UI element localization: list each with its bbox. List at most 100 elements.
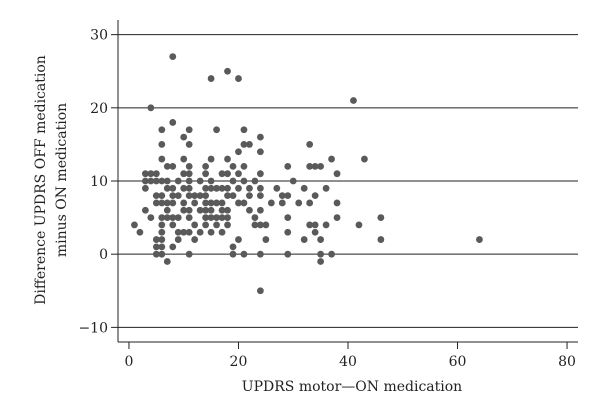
data-point [224,67,231,75]
data-point [180,133,188,141]
data-point [196,177,204,185]
data-point [163,206,171,214]
data-point [306,162,314,170]
data-point [284,228,292,236]
x-tick-label: 60 [449,354,467,370]
data-point [131,221,138,229]
data-point [191,192,199,200]
data-point [218,170,226,178]
tick-labels: −10 0 10 20 30 0 20 40 60 80 [78,28,576,370]
data-point [185,192,193,200]
data-point [174,236,182,243]
x-axis-title: UPDRS motor—ON medication [242,379,462,395]
data-point [207,206,215,214]
data-point [218,206,226,214]
data-point [278,199,286,207]
data-point [284,214,292,221]
data-point [169,192,177,200]
data-point [207,228,215,236]
data-point [152,170,160,178]
data-point [158,214,166,221]
data-point [163,162,171,170]
data-point [262,221,270,229]
data-point [256,192,264,200]
data-point [191,236,199,243]
x-tick-label: 20 [230,354,248,370]
data-point [229,162,237,170]
data-point [207,214,215,221]
data-point [169,162,177,170]
data-point [333,214,341,221]
y-tick-label: −10 [78,320,108,336]
data-point [256,184,264,192]
data-point [213,214,220,221]
data-point [169,199,177,207]
data-point [235,236,242,243]
data-point [185,206,193,214]
data-point [158,192,166,200]
data-point [240,162,248,170]
data-point [213,221,220,229]
data-point [240,141,248,148]
data-point [240,199,248,207]
data-point [235,170,242,178]
data-point [224,184,231,192]
data-point [147,104,155,112]
data-point [147,214,155,221]
data-point [185,214,193,221]
data-point [169,221,177,229]
data-point [202,184,210,192]
data-point [256,250,264,258]
data-point [317,258,325,265]
data-point [158,236,166,243]
data-point [152,199,160,207]
data-point [169,53,177,60]
data-point [185,126,193,134]
data-point [163,177,171,185]
data-point [185,170,193,178]
data-point [185,228,193,236]
data-point [180,206,188,214]
data-point [174,177,182,185]
data-point [202,170,210,178]
data-point [196,206,204,214]
data-point [240,177,248,185]
data-point [136,228,144,236]
data-point [218,199,226,207]
data-point [202,206,210,214]
data-point [235,184,242,192]
y-axis-title-line2: minus ON medication [54,103,70,257]
data-point [152,243,160,251]
data-point [246,141,253,148]
data-point [224,214,231,221]
data-point [163,184,171,192]
data-point [256,148,264,156]
data-point [158,199,166,207]
data-point [311,228,319,236]
data-point [256,221,264,229]
data-point [273,184,281,192]
data-point [306,199,314,207]
data-point [235,199,242,207]
data-point [185,250,193,258]
data-point [229,192,237,200]
x-tick-label: 80 [558,354,576,370]
data-point [174,214,182,221]
data-point [311,221,319,229]
y-tick-label: 10 [90,174,108,190]
data-point [163,199,171,207]
data-point [224,155,231,163]
data-point [317,162,325,170]
data-point [476,236,483,243]
data-point [328,250,335,258]
data-point [158,228,166,236]
data-point [141,206,149,214]
data-point [267,199,275,207]
data-point [191,221,199,229]
data-point [196,228,204,236]
data-point [333,199,341,207]
data-point [229,243,237,251]
data-point [350,97,357,104]
data-point [152,236,160,243]
data-point [284,250,292,258]
